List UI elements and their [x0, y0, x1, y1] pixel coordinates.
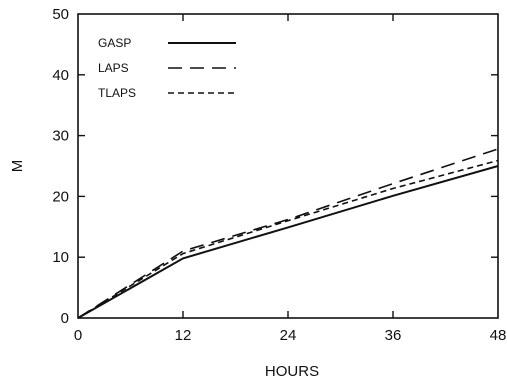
y-tick-label: 40	[52, 67, 69, 84]
x-tick-label: 24	[280, 327, 297, 344]
legend-label-laps: LAPS	[98, 61, 129, 75]
y-tick-label: 20	[52, 188, 69, 205]
x-tick-label: 12	[175, 327, 192, 344]
plot-border	[77, 13, 499, 319]
legend-label-gasp: GASP	[98, 36, 131, 50]
y-axis: 0 10 20 30 40 50	[52, 6, 498, 327]
plot-frame	[77, 13, 499, 319]
legend-label-tlaps: TLAPS	[98, 86, 136, 100]
series-line-gasp	[77, 165, 499, 319]
y-tick-label: 0	[61, 310, 69, 327]
x-axis: 0 12 24 36 48	[74, 14, 507, 344]
series-line-laps	[77, 148, 499, 319]
y-tick-label: 30	[52, 128, 69, 145]
x-tick-label: 36	[385, 327, 402, 344]
x-tick-label: 48	[490, 327, 507, 344]
x-tick-label: 0	[74, 327, 82, 344]
series-lines	[77, 148, 499, 319]
y-axis-title: M	[9, 160, 26, 173]
y-tick-label: 50	[52, 6, 69, 23]
series-line-tlaps	[77, 159, 499, 319]
y-tick-label: 10	[52, 249, 69, 266]
legend: GASP LAPS TLAPS	[98, 36, 236, 100]
x-axis-title: HOURS	[265, 363, 319, 380]
